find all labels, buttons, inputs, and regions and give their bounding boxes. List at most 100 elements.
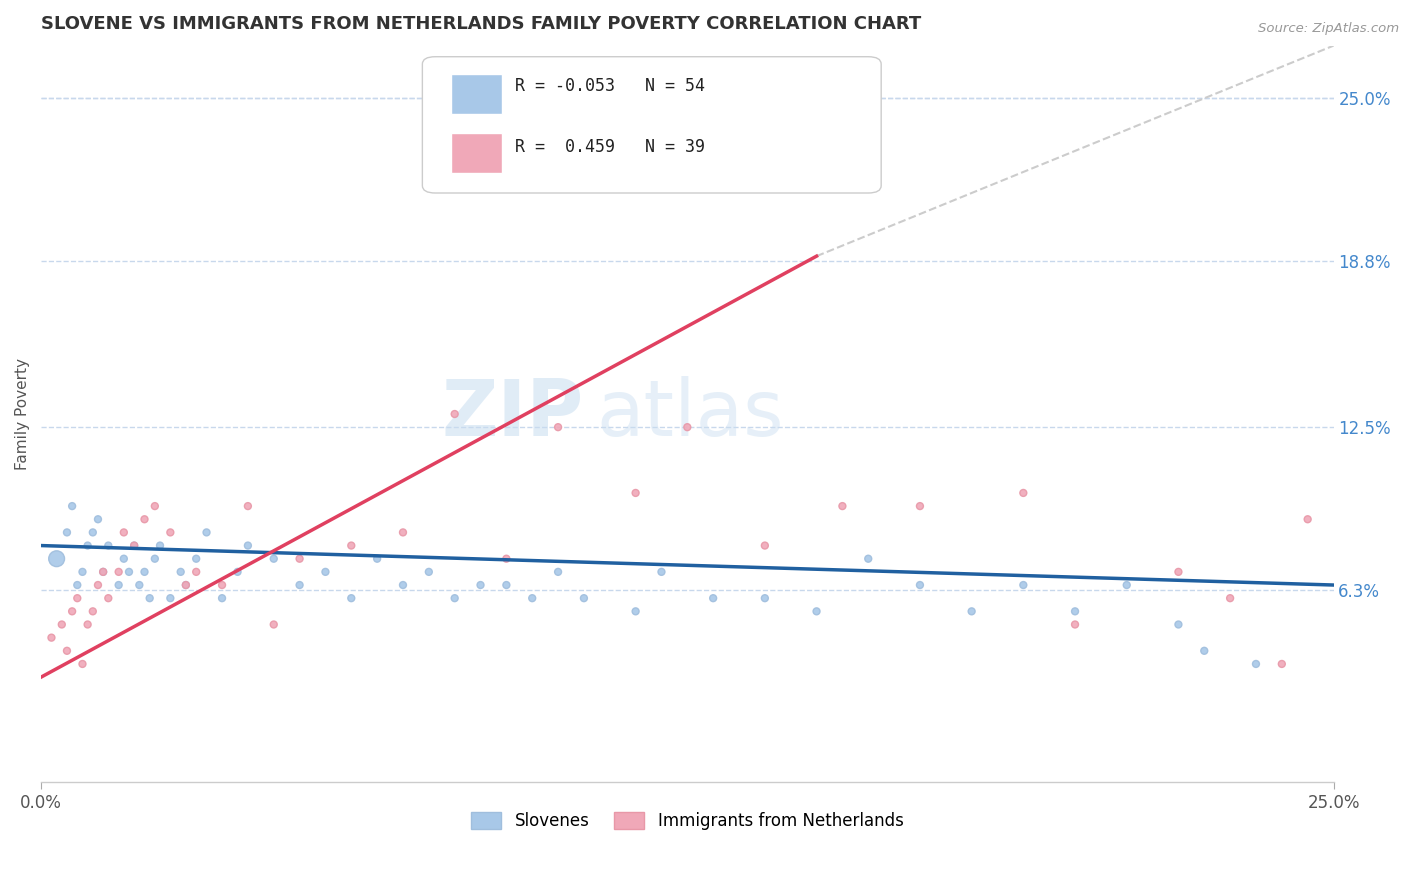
FancyBboxPatch shape xyxy=(451,74,502,114)
Point xyxy=(288,551,311,566)
Point xyxy=(1244,657,1267,671)
Point xyxy=(87,512,110,526)
Point xyxy=(76,617,98,632)
Point xyxy=(495,578,517,592)
Point xyxy=(107,578,129,592)
Point xyxy=(122,539,145,553)
Point xyxy=(138,591,160,606)
Point xyxy=(572,591,595,606)
Point xyxy=(87,578,110,592)
Point xyxy=(340,591,363,606)
Point xyxy=(134,565,156,579)
Point xyxy=(143,499,166,513)
Point xyxy=(170,565,193,579)
Point xyxy=(128,578,150,592)
Point xyxy=(97,591,120,606)
Point xyxy=(1296,512,1319,526)
Point xyxy=(702,591,724,606)
Point xyxy=(91,565,114,579)
Point xyxy=(226,565,249,579)
Point xyxy=(547,420,569,434)
Point xyxy=(82,604,104,618)
Point xyxy=(418,565,440,579)
Point xyxy=(676,420,699,434)
Point xyxy=(211,578,233,592)
Point xyxy=(72,565,94,579)
Point xyxy=(159,525,181,540)
Point xyxy=(1219,591,1241,606)
Point xyxy=(66,591,89,606)
Point xyxy=(443,591,465,606)
Point xyxy=(806,604,828,618)
Point xyxy=(858,551,880,566)
Point xyxy=(392,578,415,592)
Point xyxy=(76,539,98,553)
Point xyxy=(236,499,259,513)
Point xyxy=(960,604,983,618)
Point xyxy=(60,604,83,618)
Point xyxy=(72,657,94,671)
Point xyxy=(1012,578,1035,592)
Y-axis label: Family Poverty: Family Poverty xyxy=(15,358,30,470)
Point xyxy=(1167,565,1189,579)
Point xyxy=(908,578,931,592)
FancyBboxPatch shape xyxy=(422,57,882,193)
Point xyxy=(754,591,776,606)
Point xyxy=(1064,617,1087,632)
Point xyxy=(340,539,363,553)
Text: R =  0.459   N = 39: R = 0.459 N = 39 xyxy=(516,137,706,155)
Point xyxy=(908,499,931,513)
Point xyxy=(66,578,89,592)
Point xyxy=(1064,604,1087,618)
Point xyxy=(443,407,465,421)
Point xyxy=(186,551,208,566)
Point xyxy=(107,565,129,579)
Point xyxy=(470,578,492,592)
Text: ZIP: ZIP xyxy=(441,376,583,452)
Point xyxy=(624,604,647,618)
FancyBboxPatch shape xyxy=(451,133,502,173)
Point xyxy=(522,591,544,606)
Point xyxy=(82,525,104,540)
Point xyxy=(118,565,141,579)
Point xyxy=(288,578,311,592)
Point xyxy=(112,525,135,540)
Point xyxy=(56,644,79,658)
Point xyxy=(624,486,647,500)
Point xyxy=(392,525,415,540)
Point xyxy=(314,565,336,579)
Point xyxy=(211,591,233,606)
Point xyxy=(174,578,197,592)
Point xyxy=(56,525,79,540)
Text: SLOVENE VS IMMIGRANTS FROM NETHERLANDS FAMILY POVERTY CORRELATION CHART: SLOVENE VS IMMIGRANTS FROM NETHERLANDS F… xyxy=(41,15,921,33)
Point xyxy=(149,539,172,553)
Point xyxy=(174,578,197,592)
Point xyxy=(1194,644,1216,658)
Point xyxy=(366,551,388,566)
Point xyxy=(143,551,166,566)
Point xyxy=(134,512,156,526)
Point xyxy=(195,525,218,540)
Point xyxy=(650,565,672,579)
Point xyxy=(831,499,853,513)
Legend: Slovenes, Immigrants from Netherlands: Slovenes, Immigrants from Netherlands xyxy=(464,805,910,837)
Point xyxy=(1012,486,1035,500)
Point xyxy=(1167,617,1189,632)
Point xyxy=(1271,657,1294,671)
Point xyxy=(91,565,114,579)
Point xyxy=(41,631,63,645)
Point xyxy=(112,551,135,566)
Point xyxy=(263,617,285,632)
Text: Source: ZipAtlas.com: Source: ZipAtlas.com xyxy=(1258,22,1399,36)
Point xyxy=(51,617,73,632)
Point xyxy=(122,539,145,553)
Point xyxy=(159,591,181,606)
Point xyxy=(97,539,120,553)
Point xyxy=(547,565,569,579)
Point xyxy=(236,539,259,553)
Point xyxy=(60,499,83,513)
Point xyxy=(495,551,517,566)
Point xyxy=(263,551,285,566)
Text: atlas: atlas xyxy=(596,376,785,452)
Point xyxy=(186,565,208,579)
